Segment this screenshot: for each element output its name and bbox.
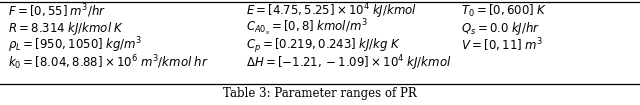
Text: $k_0 = [8.04, 8.88] \times 10^6\; m^3/kmol\; hr$: $k_0 = [8.04, 8.88] \times 10^6\; m^3/km…	[8, 54, 208, 72]
Text: $Q_s = 0.0\; kJ/hr$: $Q_s = 0.0\; kJ/hr$	[461, 20, 540, 37]
Text: $V = [0, 11]\; m^3$: $V = [0, 11]\; m^3$	[461, 37, 543, 54]
Text: $\Delta H = [-1.21, -1.09] \times 10^4\; kJ/kmol$: $\Delta H = [-1.21, -1.09] \times 10^4\;…	[246, 53, 452, 73]
Text: $C_p = [0.219, 0.243]\; kJ/kg\; K$: $C_p = [0.219, 0.243]\; kJ/kg\; K$	[246, 37, 401, 55]
Text: $\rho_L = [950, 1050]\; kg/m^3$: $\rho_L = [950, 1050]\; kg/m^3$	[8, 36, 142, 55]
Text: $T_0 = [0, 600]\; K$: $T_0 = [0, 600]\; K$	[461, 3, 547, 19]
Text: Table 3: Parameter ranges of PR: Table 3: Parameter ranges of PR	[223, 87, 417, 100]
Text: $E = [4.75, 5.25] \times 10^4\; kJ/kmol$: $E = [4.75, 5.25] \times 10^4\; kJ/kmol$	[246, 1, 417, 21]
Text: $C_{A0_s} = [0, 8]\; kmol/m^3$: $C_{A0_s} = [0, 8]\; kmol/m^3$	[246, 18, 368, 39]
Text: $R = 8.314\; kJ/kmol\; K$: $R = 8.314\; kJ/kmol\; K$	[8, 20, 124, 37]
Text: $F = [0, 55]\; m^3/hr$: $F = [0, 55]\; m^3/hr$	[8, 2, 106, 20]
